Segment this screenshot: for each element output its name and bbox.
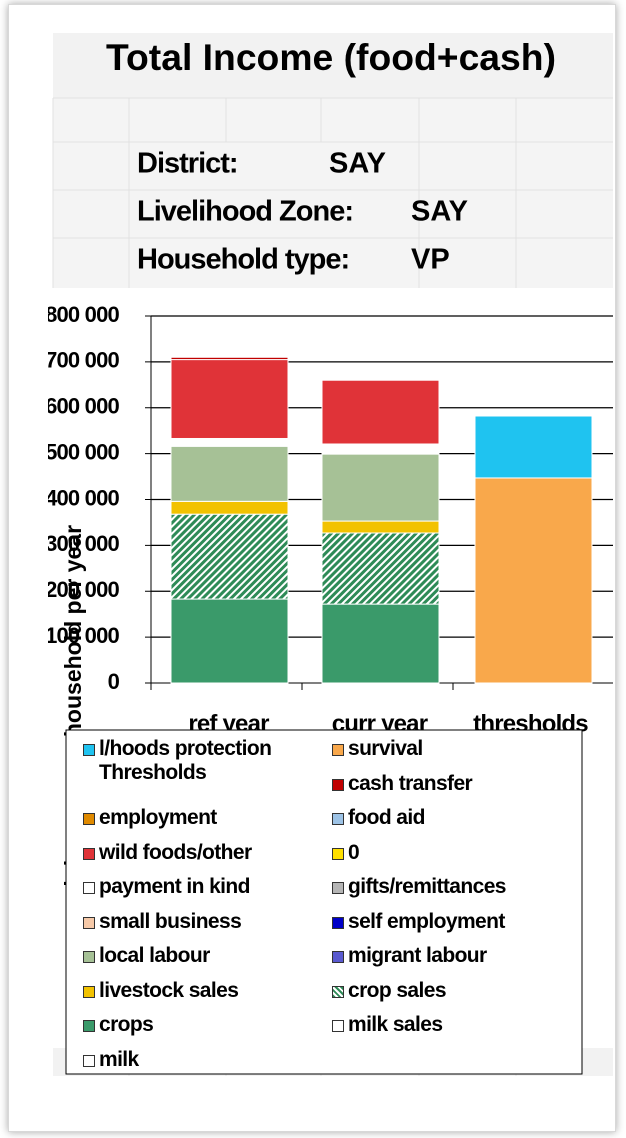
legend-item: crop sales xyxy=(332,978,447,1003)
legend-label: livestock sales xyxy=(99,978,239,1002)
legend-label: milk xyxy=(99,1047,139,1071)
sheet-grid xyxy=(52,33,613,1076)
legend-swatch xyxy=(332,882,344,894)
legend-item: employment xyxy=(83,806,217,830)
sheet-value: SAY xyxy=(411,196,468,228)
legend-swatch xyxy=(83,813,95,825)
bar-segment xyxy=(170,359,289,439)
legend-item: crops xyxy=(83,1013,154,1037)
legend-label: employment xyxy=(99,806,217,829)
legend-item: milk sales xyxy=(332,1013,443,1037)
chart: Total Income (food+cash) District: SAY Liv… xyxy=(45,33,613,1076)
chart-title: Total Income (food+cash) xyxy=(106,37,556,78)
legend-swatch xyxy=(83,1054,95,1067)
legend-swatch xyxy=(83,985,95,998)
legend-swatch xyxy=(332,847,344,860)
sheet-label: Household type: xyxy=(137,244,349,276)
y-tick-label: 400 000 xyxy=(45,485,119,510)
bar-segment xyxy=(170,513,289,600)
bar-segment xyxy=(321,532,440,605)
bar-segment xyxy=(321,379,440,445)
y-tick-label: 300 000 xyxy=(45,531,119,556)
legend-swatch xyxy=(332,916,344,929)
y-tick-label: 500 000 xyxy=(45,439,119,464)
legend-swatch xyxy=(83,847,95,860)
legend-label: milk sales xyxy=(348,1013,443,1036)
sheet: Total Income (food+cash) District: SAY Liv… xyxy=(8,4,616,1132)
sheet-value: VP xyxy=(411,244,450,276)
y-tick-label: 0 xyxy=(108,669,120,694)
bar-segment xyxy=(170,356,289,361)
legend-label: food aid xyxy=(348,806,425,829)
bar-segment xyxy=(474,415,593,479)
legend-label: gifts/remittances xyxy=(348,875,506,898)
legend-swatch xyxy=(332,744,344,756)
legend-item: l/hoods protection Thresholds xyxy=(83,737,283,785)
legend-item: food aid xyxy=(332,806,425,830)
legend-swatch xyxy=(332,951,344,963)
bar-segment xyxy=(321,603,440,684)
legend-item: milk xyxy=(83,1048,139,1072)
legend-label: self employment xyxy=(348,909,505,933)
legend-swatch xyxy=(332,813,344,825)
legend-swatch xyxy=(83,744,95,756)
legend-box xyxy=(65,729,583,1075)
bar-segment xyxy=(170,500,289,515)
y-tick-label: 800 000 xyxy=(45,302,119,327)
legend-item: wild foods/other xyxy=(83,841,252,865)
legend-swatch xyxy=(83,1020,95,1032)
legend-label: cash transfer xyxy=(348,771,473,795)
legend-label: small business xyxy=(99,909,242,933)
legend-item: self employment xyxy=(332,910,505,934)
bar-segment xyxy=(170,598,289,684)
sheet-label: Livelihood Zone: xyxy=(137,196,353,228)
legend-label: 0 xyxy=(348,840,360,864)
bar-segment xyxy=(170,437,289,447)
bar-segment xyxy=(321,520,440,534)
legend-item: migrant labour xyxy=(332,944,487,968)
legend-label: crop sales xyxy=(348,978,447,1002)
y-tick-label: 100 000 xyxy=(45,623,119,648)
y-tick-label: 200 000 xyxy=(45,577,119,602)
legend-label: crops xyxy=(99,1013,154,1036)
legend-label: l/hoods protection Thresholds xyxy=(99,737,272,784)
bar-segment xyxy=(321,443,440,455)
legend-label: survival xyxy=(348,737,423,760)
legend-item: small business xyxy=(83,909,242,934)
sheet-value: SAY xyxy=(329,148,386,180)
legend-swatch xyxy=(83,916,95,929)
legend-swatch xyxy=(83,882,95,894)
legend-swatch xyxy=(332,1020,344,1032)
legend-label: local labour xyxy=(99,944,210,967)
legend-swatch xyxy=(83,951,95,963)
legend-item: gifts/remittances xyxy=(332,875,506,899)
legend-label: migrant labour xyxy=(348,944,487,967)
legend-swatch xyxy=(332,778,344,791)
legend-label: payment in kind xyxy=(99,875,250,898)
legend-item: survival xyxy=(332,737,423,761)
legend-label: wild foods/other xyxy=(99,840,252,864)
legend-item: cash transfer xyxy=(332,771,473,796)
legend-item: payment in kind xyxy=(83,875,250,899)
legend-item: local labour xyxy=(83,944,210,968)
bar-segment xyxy=(170,445,289,502)
bar-segment xyxy=(474,477,593,684)
y-tick-label: 600 000 xyxy=(45,394,119,419)
y-tick-label: 700 000 xyxy=(45,348,119,373)
sheet-label: District: xyxy=(137,148,238,180)
legend-swatch xyxy=(332,985,344,998)
legend-item: 0 xyxy=(332,840,360,865)
legend-item: livestock sales xyxy=(83,978,239,1003)
bar-segment xyxy=(321,453,440,522)
